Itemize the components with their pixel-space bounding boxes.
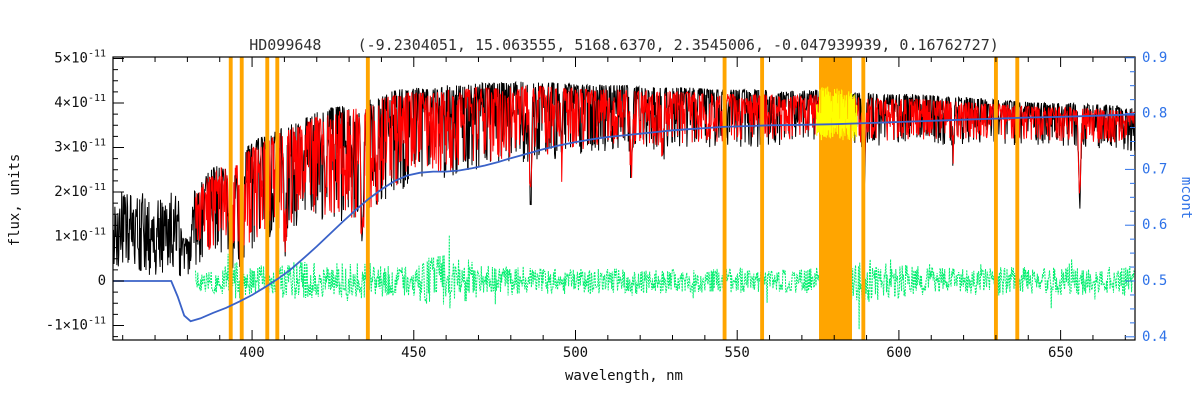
series-mcont-continuum xyxy=(113,113,1135,323)
y-axis-right-ticks: 0.4 0.5 0.6 0.7 0.8 0.9 xyxy=(1125,50,1167,345)
marker-line xyxy=(228,57,233,340)
series-fitted-spectrum xyxy=(195,85,1135,268)
y-left-tick-label: 2×10-11 xyxy=(54,182,106,200)
y-left-tick-label: 3×10-11 xyxy=(54,138,106,156)
plot-frame xyxy=(112,56,1136,341)
y-right-tick-label: 0.9 xyxy=(1142,50,1167,66)
x-tick-label: 550 xyxy=(725,345,750,361)
series-residuals xyxy=(195,235,1135,330)
marker-line xyxy=(722,57,727,340)
x-tick-label: 650 xyxy=(1048,345,1073,361)
plot-title: HD099648 (-9.2304051, 15.063555, 5168.63… xyxy=(249,36,999,54)
y-right-tick-label: 0.8 xyxy=(1142,106,1167,122)
data-layers xyxy=(113,57,1135,340)
marker-line xyxy=(1015,57,1020,340)
x-tick-label: 600 xyxy=(886,345,911,361)
x-tick-label: 500 xyxy=(563,345,588,361)
marker-line xyxy=(993,57,998,340)
x-tick-label: 450 xyxy=(401,345,426,361)
y-left-tick-label: -1×10-11 xyxy=(46,315,106,333)
y-right-tick-label: 0.5 xyxy=(1142,273,1167,289)
y-right-tick-label: 0.4 xyxy=(1142,329,1167,345)
marker-line xyxy=(265,57,270,340)
y-left-tick-label: 1×10-11 xyxy=(54,227,106,245)
marker-line xyxy=(275,57,280,340)
x-axis-label: wavelength, nm xyxy=(564,368,683,384)
x-axis-ticks: 400 450 500 550 600 650 xyxy=(122,57,1126,361)
y-right-tick-label: 0.7 xyxy=(1142,161,1167,177)
y-left-tick-label: 5×10-11 xyxy=(54,49,106,67)
series-masked-segment xyxy=(815,86,858,141)
marker-line xyxy=(861,57,866,340)
x-tick-label: 400 xyxy=(239,345,264,361)
marker-line xyxy=(239,57,244,340)
marker-line xyxy=(760,57,765,340)
y-axis-left-ticks: -1×10-11 0 1×10-11 2×10-11 3×10-11 4×10-11 5×1… xyxy=(46,49,124,338)
y-left-tick-label: 0 xyxy=(98,273,106,289)
y-right-tick-label: 0.6 xyxy=(1142,217,1167,233)
y-left-tick-label: 4×10-11 xyxy=(54,93,106,111)
